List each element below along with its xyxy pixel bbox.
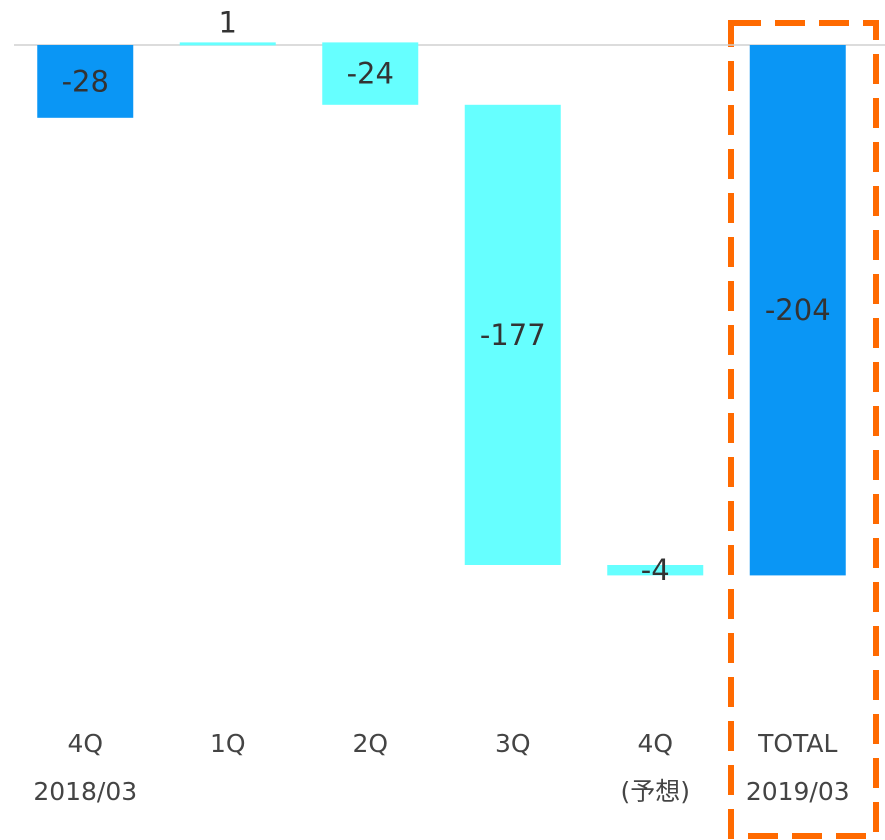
bar [607,565,704,576]
value-label: -4 [641,553,670,587]
value-label: -204 [765,293,831,327]
x-tick-label: 2Q [352,729,388,758]
x-tick-label: 4Q [67,729,103,758]
bar [37,45,134,118]
x-tick-sublabel: (予想) [620,777,690,806]
value-label: 1 [219,5,237,39]
bar [179,42,276,46]
bar [464,104,561,566]
bar [749,45,846,576]
x-tick-label: 4Q [637,729,673,758]
bar [322,42,419,105]
value-label: -28 [62,64,109,98]
x-tick-label: TOTAL [757,729,837,758]
x-tick-sublabel: 2019/03 [746,777,850,806]
value-label: -177 [480,318,546,352]
x-tick-label: 1Q [210,729,246,758]
x-tick-sublabel: 2018/03 [33,777,137,806]
x-tick-label: 3Q [495,729,531,758]
value-label: -24 [347,57,394,91]
total-highlight [728,20,879,839]
